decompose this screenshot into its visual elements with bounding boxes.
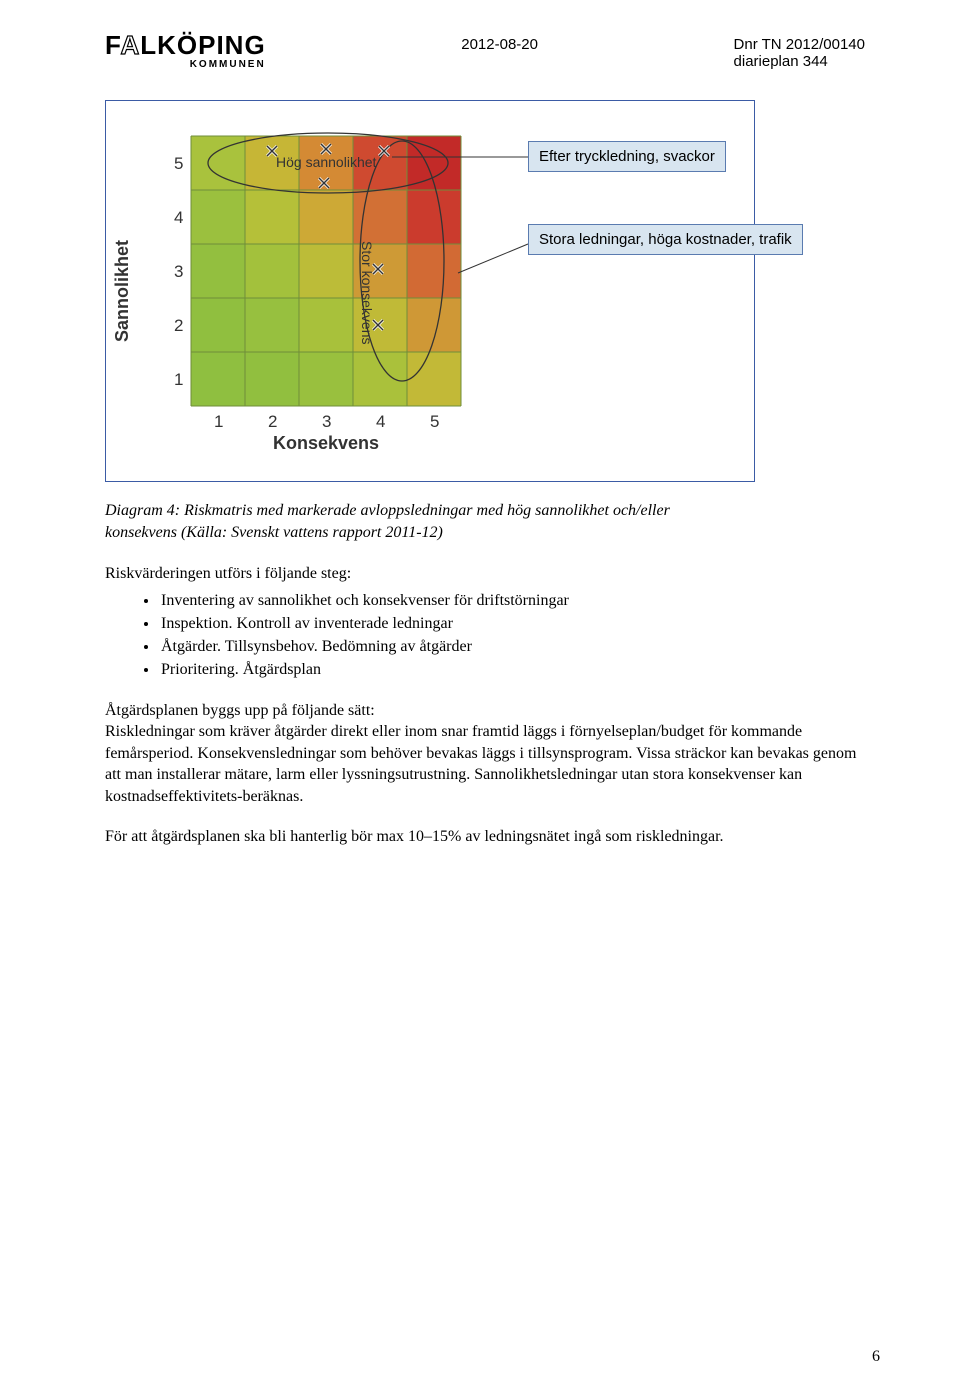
paragraph: För att åtgärdsplanen ska bli hanterlig … — [105, 826, 865, 848]
bullet-list: Inventering av sannolikhet och konsekven… — [105, 589, 865, 682]
section-intro: Riskvärderingen utförs i följande steg: — [105, 563, 865, 585]
bullet-item: Inventering av sannolikhet och konsekven… — [159, 589, 865, 612]
risk-matrix-frame: Sannolikhet — [105, 100, 755, 482]
page-header: FALKÖPING KOMMUNEN 2012-08-20 Dnr TN 201… — [105, 30, 865, 70]
diagram-caption: Diagram 4: Riskmatris med markerade avlo… — [105, 500, 865, 543]
svg-text:1: 1 — [214, 412, 223, 431]
callout-1: Efter tryckledning, svackor — [528, 141, 726, 172]
bullet-item: Prioritering. Åtgärdsplan — [159, 658, 865, 681]
header-docref: Dnr TN 2012/00140 diarieplan 344 — [734, 36, 865, 70]
doc-ref-2: diarieplan 344 — [734, 53, 865, 70]
logo: FALKÖPING KOMMUNEN — [105, 30, 266, 70]
logo-subtext: KOMMUNEN — [190, 59, 266, 70]
svg-text:2: 2 — [174, 316, 183, 335]
svg-text:1: 1 — [174, 370, 183, 389]
x-axis-label: Konsekvens — [273, 433, 379, 453]
svg-text:5: 5 — [430, 412, 439, 431]
bullet-item: Åtgärder. Tillsynsbehov. Bedömning av åt… — [159, 635, 865, 658]
page-number: 6 — [872, 1348, 880, 1366]
y-axis-label: Sannolikhet — [112, 240, 132, 342]
callout-2: Stora ledningar, höga kostnader, trafik — [528, 224, 803, 255]
logo-text: FALKÖPING — [105, 30, 266, 61]
svg-text:5: 5 — [174, 154, 183, 173]
svg-text:2: 2 — [268, 412, 277, 431]
svg-text:4: 4 — [174, 208, 183, 227]
svg-text:3: 3 — [322, 412, 331, 431]
ellipse-top-label: Hög sannolikhet — [276, 154, 377, 170]
paragraph: Åtgärdsplanen byggs upp på följande sätt… — [105, 700, 865, 808]
svg-text:4: 4 — [376, 412, 385, 431]
bullet-item: Inspektion. Kontroll av inventerade ledn… — [159, 612, 865, 635]
doc-ref-1: Dnr TN 2012/00140 — [734, 36, 865, 53]
header-date: 2012-08-20 — [461, 36, 538, 53]
svg-text:3: 3 — [174, 262, 183, 281]
